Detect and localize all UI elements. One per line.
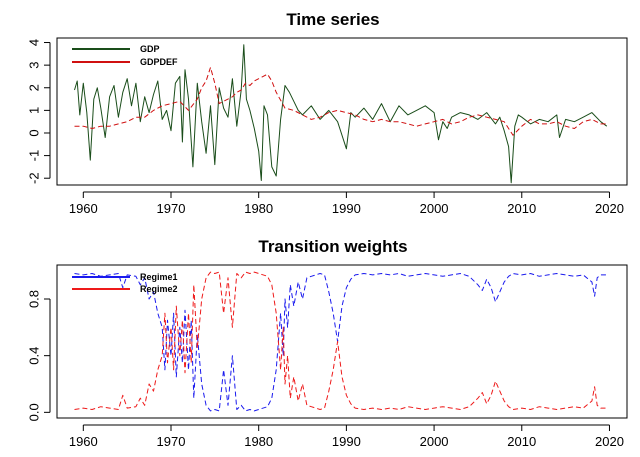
y-tick-label: 0.8 [26, 290, 41, 308]
x-tick-label: 1960 [69, 201, 98, 216]
x-tick-label: 1990 [332, 201, 361, 216]
transition-weights-y-axis: 0.0 0.4 0.8 [26, 290, 51, 421]
time-series-legend: GDP GDPDEF [72, 44, 178, 67]
legend-regime2-label: Regime2 [140, 284, 178, 294]
y-tick-label: -2 [26, 172, 41, 184]
series-gdpdef-line [74, 66, 607, 136]
y-tick-label: -1 [26, 150, 41, 162]
x-tick-label: 1980 [244, 201, 273, 216]
y-tick-label: 3 [26, 62, 41, 69]
time-series-title: Time series [286, 10, 379, 29]
legend-gdpdef-label: GDPDEF [140, 57, 178, 67]
x-tick-label: 1960 [69, 434, 98, 449]
x-tick-label: 2000 [420, 434, 449, 449]
x-tick-label: 2010 [507, 434, 536, 449]
transition-weights-panel: Transition weights 1960 1970 1980 1990 2000 2… [26, 237, 628, 449]
legend-regime1-label: Regime1 [140, 272, 178, 282]
x-tick-label: 1970 [157, 434, 186, 449]
x-tick-label: 2020 [595, 434, 624, 449]
x-tick-label: 2000 [420, 201, 449, 216]
y-tick-label: 4 [26, 39, 41, 46]
y-tick-label: 0.4 [26, 347, 41, 365]
transition-weights-series-layer [74, 271, 607, 412]
x-tick-label: 2020 [595, 201, 624, 216]
y-tick-label: 0.0 [26, 403, 41, 421]
time-series-plot-frame [56, 37, 628, 186]
y-tick-label: 1 [26, 107, 41, 114]
y-tick-label: 2 [26, 84, 41, 91]
time-series-panel: Time series 1960 1970 1980 1990 2000 2010 2020… [26, 10, 628, 216]
transition-weights-legend: Regime1 Regime2 [72, 272, 178, 294]
y-tick-label: 0 [26, 129, 41, 136]
series-regime1-line [74, 273, 607, 412]
x-tick-label: 1990 [332, 434, 361, 449]
time-series-y-axis: -2 -1 0 1 2 3 4 [26, 39, 51, 184]
transition-weights-title: Transition weights [258, 237, 407, 256]
x-tick-label: 2010 [507, 201, 536, 216]
transition-weights-plot-frame [56, 264, 628, 419]
x-tick-label: 1980 [244, 434, 273, 449]
x-tick-label: 1970 [157, 201, 186, 216]
legend-gdp-label: GDP [140, 44, 160, 54]
time-series-x-axis: 1960 1970 1980 1990 2000 2010 2020 [69, 191, 624, 216]
time-series-series-layer [74, 44, 608, 184]
transition-weights-x-axis: 1960 1970 1980 1990 2000 2010 2020 [69, 424, 624, 449]
series-gdp-line [74, 44, 608, 184]
